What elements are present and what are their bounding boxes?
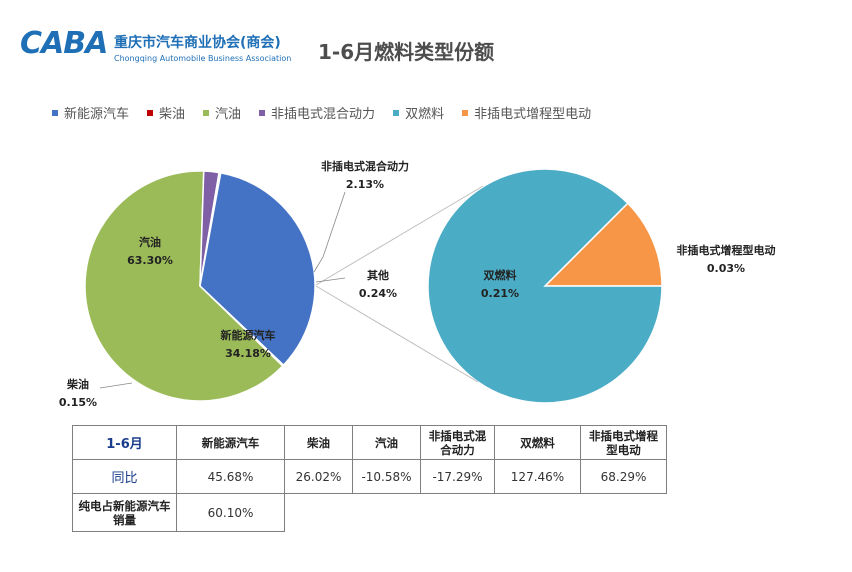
pie-slice-dual-fuel: [427, 168, 663, 404]
legend-label: 新能源汽车: [64, 107, 130, 122]
table-cell: -10.58%: [352, 459, 421, 494]
table-column-header: 汽油: [352, 425, 421, 460]
legend-item-erev: 非插电式增程型电动: [462, 103, 591, 122]
table-cell: 127.46%: [494, 459, 581, 494]
table-cell: 68.29%: [580, 459, 667, 494]
chart-legend: 新能源汽车 柴油 汽油 非插电式混合动力 双燃料 非插电式增程型电动: [52, 103, 591, 122]
legend-item-gasoline: 汽油: [203, 103, 241, 122]
slice-label-nev-value: 34.18%: [225, 347, 271, 360]
slice-label-gasoline-name: 汽油: [139, 235, 161, 249]
pie-slice-nev: [199, 172, 316, 367]
legend-label: 汽油: [215, 107, 242, 122]
table-row-label: 纯电占新能源汽车销量: [72, 493, 177, 532]
slice-label-diesel-name: 柴油: [66, 377, 89, 391]
legend-item-diesel: 柴油: [147, 103, 185, 122]
table-column-header: 柴油: [284, 425, 353, 460]
slice-label-hybrid-name: 非插电式混合动力: [321, 159, 409, 173]
table-row: 纯电占新能源汽车销量 60.10%: [72, 493, 667, 532]
slice-label-diesel-value: 0.15%: [59, 396, 97, 409]
table-corner-cell: 1-6月: [72, 425, 177, 460]
legend-item-dual-fuel: 双燃料: [393, 103, 444, 122]
slice-label-erev-name: 非插电式增程型电动: [677, 243, 776, 257]
table-column-header: 双燃料: [494, 425, 581, 460]
table-cell: 60.10%: [176, 493, 285, 532]
leader-line-other: [315, 277, 346, 283]
table-cell: 45.68%: [176, 459, 285, 494]
slice-label-erev-value: 0.03%: [707, 262, 745, 275]
slice-label-other-name: 其他: [367, 268, 389, 282]
legend-item-nev: 新能源汽车: [52, 103, 129, 122]
slice-label-dual-fuel-value: 0.21%: [481, 287, 519, 300]
table-empty-area: [285, 494, 667, 532]
legend-swatch: [203, 109, 210, 116]
slice-label-dual-fuel-name: 双燃料: [484, 268, 517, 282]
yoy-data-table: 1-6月 新能源汽车 柴油 汽油 非插电式混合动力 双燃料 非插电式增程型电动 …: [72, 425, 667, 532]
legend-swatch: [462, 109, 469, 116]
table-cell: -17.29%: [420, 459, 495, 494]
table-cell: 26.02%: [284, 459, 353, 494]
legend-swatch: [52, 109, 58, 116]
leader-line-diesel: [99, 382, 133, 389]
legend-swatch: [393, 109, 400, 116]
main-pie: [84, 170, 316, 402]
logo-chinese-name: 重庆市汽车商业协会(商会): [114, 35, 281, 51]
slice-label-nev-name: 新能源汽车: [221, 328, 276, 342]
slice-label-other-value: 0.24%: [359, 287, 397, 300]
legend-swatch: [147, 109, 154, 116]
association-logo: CABA 重庆市汽车商业协会(商会) Chongqing Automobile …: [20, 24, 292, 72]
table-row-label: 同比: [72, 459, 177, 494]
slice-label-hybrid-value: 2.13%: [346, 178, 384, 191]
legend-swatch: [259, 109, 266, 116]
page-title: 1-6月燃料类型份额: [318, 40, 495, 64]
pie-slice-diesel: [199, 285, 285, 367]
legend-label: 非插电式混合动力: [271, 107, 376, 122]
table-column-header: 新能源汽车: [176, 425, 285, 460]
logo-mark: CABA: [20, 26, 108, 61]
leader-line-hybrid: [313, 191, 346, 273]
slice-label-gasoline-value: 63.30%: [127, 254, 173, 267]
legend-label: 非插电式增程型电动: [474, 107, 592, 122]
connector-line-top: [315, 185, 484, 286]
table-column-header: 非插电式增程型电动: [580, 425, 667, 460]
sub-pie: [427, 168, 663, 404]
pie-slice-erev: [543, 202, 663, 287]
connector-line-bottom: [315, 285, 479, 383]
table-row: 同比 45.68% 26.02% -10.58% -17.29% 127.46%…: [72, 459, 667, 494]
logo-english-name: Chongqing Automobile Business Associatio…: [114, 54, 292, 63]
table-header-row: 1-6月 新能源汽车 柴油 汽油 非插电式混合动力 双燃料 非插电式增程型电动: [72, 425, 667, 460]
legend-label: 柴油: [159, 107, 186, 122]
pie-slice-gasoline: [84, 170, 284, 402]
table-column-header: 非插电式混合动力: [420, 425, 495, 460]
legend-item-hybrid: 非插电式混合动力: [259, 103, 375, 122]
pie-of-pie-chart: 汽油 63.30% 非插电式混合动力 2.13% 其他 0.24% 新能源汽车 …: [59, 159, 776, 409]
legend-label: 双燃料: [405, 107, 445, 122]
